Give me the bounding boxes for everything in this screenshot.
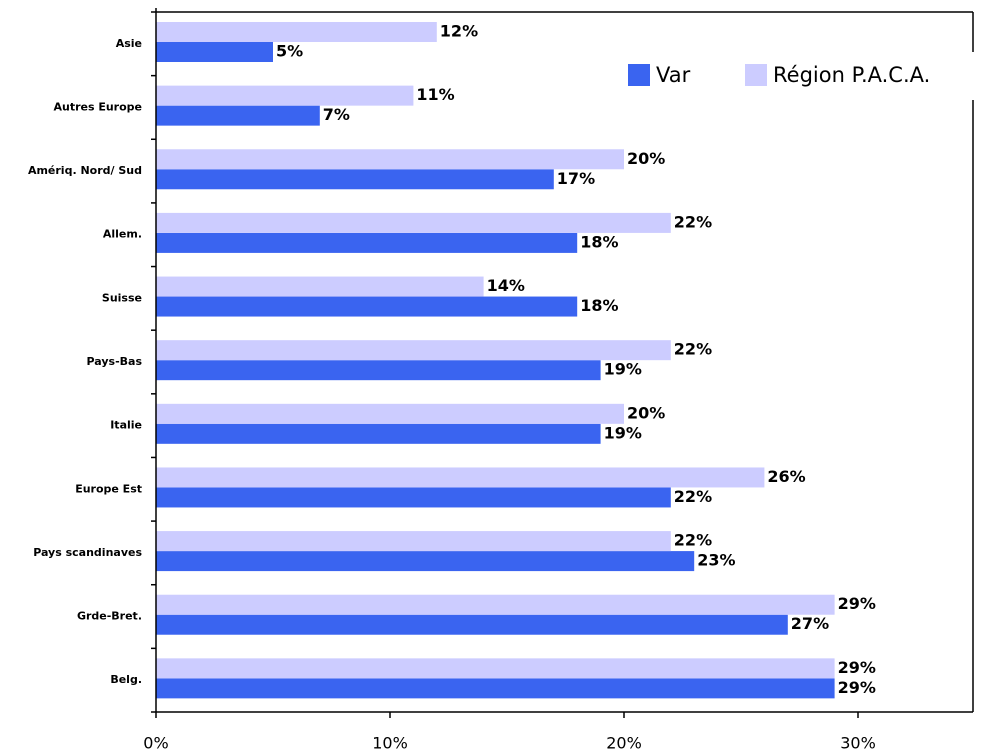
value-label: 22% (674, 487, 712, 506)
bar (156, 232, 578, 253)
y-tick-label: Pays scandinaves (33, 546, 142, 559)
y-tick-label: Pays-Bas (87, 355, 143, 368)
value-label: 19% (604, 360, 642, 379)
bar (156, 105, 320, 126)
value-label: 22% (674, 340, 712, 359)
value-label: 20% (627, 403, 665, 422)
legend-swatch (745, 64, 767, 86)
x-tick-label: 30% (840, 734, 876, 753)
value-label: 12% (440, 22, 478, 41)
y-tick-label: Asie (116, 37, 142, 50)
value-label: 22% (674, 531, 712, 550)
x-tick-label: 20% (606, 734, 642, 753)
value-label: 14% (487, 276, 525, 295)
y-tick-label: Amériq. Nord/ Sud (28, 164, 142, 177)
value-label: 29% (838, 678, 876, 697)
bar (156, 467, 765, 488)
legend-label: Région P.A.C.A. (773, 63, 930, 87)
y-tick-label: Italie (110, 419, 142, 432)
bar (156, 169, 554, 190)
y-tick-label: Belg. (110, 673, 142, 686)
value-label: 26% (767, 467, 805, 486)
value-label: 18% (580, 232, 618, 251)
value-label: 7% (323, 105, 350, 124)
bar (156, 594, 835, 615)
bar (156, 658, 835, 679)
bar (156, 423, 601, 444)
bar (156, 614, 788, 635)
bar (156, 85, 414, 106)
bar (156, 360, 601, 381)
value-label: 11% (416, 85, 454, 104)
bar (156, 531, 671, 552)
value-label: 20% (627, 149, 665, 168)
value-label: 27% (791, 614, 829, 633)
bar (156, 149, 624, 170)
bar (156, 296, 578, 317)
bar (156, 551, 695, 572)
y-tick-label: Allem. (103, 228, 142, 241)
bar (156, 678, 835, 699)
legend-swatch (628, 64, 650, 86)
value-label: 22% (674, 212, 712, 231)
value-label: 29% (838, 658, 876, 677)
y-tick-label: Grde-Bret. (77, 610, 142, 623)
value-label: 5% (276, 42, 303, 61)
bar (156, 340, 671, 361)
y-tick-label: Europe Est (75, 482, 142, 495)
value-label: 19% (604, 423, 642, 442)
bar (156, 276, 484, 297)
bar (156, 487, 671, 508)
bar (156, 403, 624, 424)
bar (156, 22, 437, 42)
bar (156, 212, 671, 233)
value-label: 18% (580, 296, 618, 315)
value-label: 17% (557, 169, 595, 188)
bar (156, 42, 273, 62)
value-label: 29% (838, 594, 876, 613)
y-tick-label: Suisse (102, 291, 142, 304)
value-label: 23% (697, 551, 735, 570)
legend-label: Var (656, 63, 691, 87)
y-tick-label: Autres Europe (53, 100, 142, 113)
x-tick-label: 0% (143, 734, 168, 753)
x-tick-label: 10% (372, 734, 408, 753)
